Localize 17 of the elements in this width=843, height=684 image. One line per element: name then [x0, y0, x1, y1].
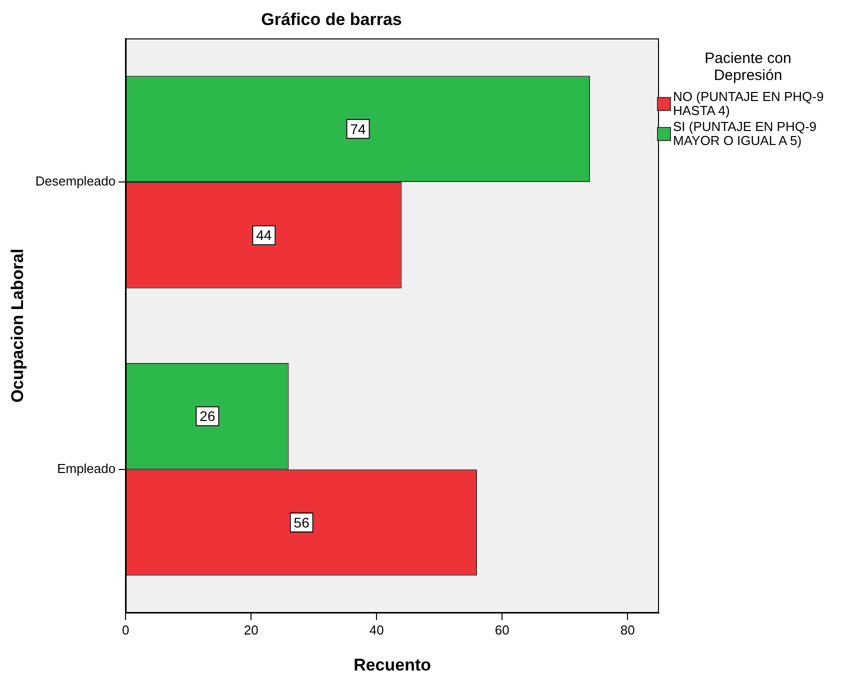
y-axis-title: Ocupacion Laboral: [8, 248, 27, 403]
x-tick-label: 60: [494, 622, 510, 638]
x-tick-label: 40: [369, 622, 384, 638]
data-label: 26: [200, 408, 216, 424]
y-tick-label: Desempleado: [35, 174, 116, 189]
chart-title: Gráfico de barras: [261, 10, 402, 29]
x-tick-label: 80: [620, 622, 635, 638]
data-label: 56: [294, 514, 310, 530]
legend-label: SI (PUNTAJE EN PHQ-9 MAYOR O IGUAL A 5): [673, 119, 818, 148]
legend-title: Paciente con Depresión: [704, 50, 792, 84]
y-tick-label: Empleado: [57, 460, 116, 476]
x-axis-title: Recuento: [354, 655, 432, 674]
x-tick-label: 20: [244, 622, 258, 638]
data-label: 74: [350, 120, 366, 137]
data-label: 44: [256, 227, 272, 244]
x-tick-label: 0: [122, 622, 130, 638]
legend-label: NO (PUNTAJE EN PHQ-9 HASTA 4): [673, 89, 825, 118]
